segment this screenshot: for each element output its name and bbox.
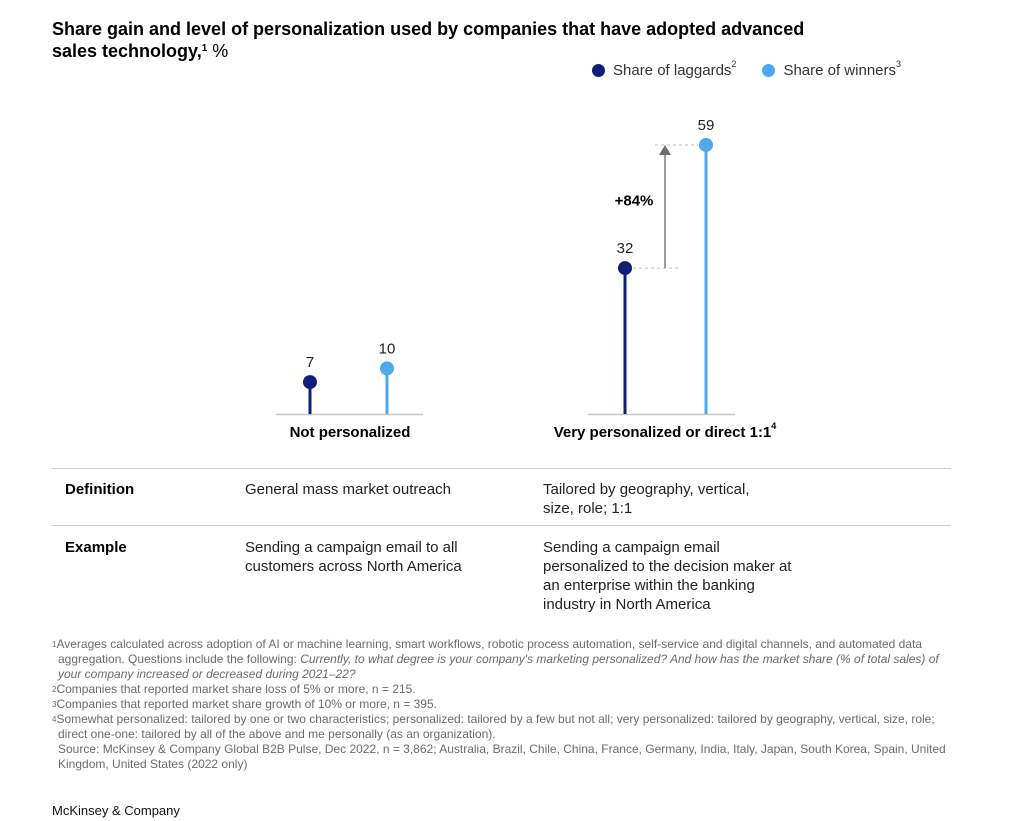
table-divider <box>52 468 951 469</box>
lollipop-chart: 7 10 32 59 +84% <box>276 117 735 416</box>
brand-logo-text: McKinsey & Company <box>52 803 180 818</box>
chart-title-text: Share gain and level of personalization … <box>52 19 805 61</box>
table-row-definition: Definition General mass market outreach … <box>52 469 951 525</box>
category-label-not-personalized: Not personalized <box>289 424 411 441</box>
lollipop-dot-laggards-1 <box>618 261 632 276</box>
footnotes: 1Averages calculated across adoption of … <box>52 637 952 772</box>
legend-label-winners: Share of winners3 <box>783 59 902 79</box>
data-label-laggards-1: 32 <box>617 240 634 257</box>
chart-legend: Share of laggards2 Share of winners3 <box>592 59 902 79</box>
row-label: Example <box>65 539 127 556</box>
chart-title: Share gain and level of personalization … <box>52 18 852 62</box>
lollipop-dot-winners-1 <box>699 137 713 152</box>
legend-item-winners: Share of winners3 <box>762 59 902 79</box>
row-cell-not-personalized: General mass market outreach <box>245 481 451 498</box>
data-label-winners-0: 10 <box>379 340 396 357</box>
source-note: Source: McKinsey & Company Global B2B Pu… <box>58 742 946 771</box>
legend-label-laggards: Share of laggards2 <box>613 59 737 79</box>
chart-title-footnote-ref: 1 <box>201 43 208 54</box>
footnote-3: 3Companies that reported market share gr… <box>52 697 437 711</box>
legend-dot-laggards-icon <box>592 64 605 77</box>
footnote-4: 4Somewhat personalized: tailored by one … <box>52 712 935 741</box>
definition-table: Definition General mass market outreach … <box>52 468 951 626</box>
lollipop-dot-laggards-0 <box>303 375 317 390</box>
footnote-2: 2Companies that reported market share lo… <box>52 682 416 696</box>
row-cell-very-personalized: Sending a campaign email personalized to… <box>543 539 792 613</box>
row-cell-not-personalized: Sending a campaign email to all customer… <box>245 539 462 575</box>
annotation-label: +84% <box>615 193 654 210</box>
footnote-1: 1Averages calculated across adoption of … <box>52 637 939 681</box>
data-label-laggards-0: 7 <box>306 354 314 371</box>
data-label-winners-1: 59 <box>698 117 715 134</box>
annotation-arrow-head-icon <box>659 144 671 155</box>
table-row-example: Example Sending a campaign email to all … <box>52 526 951 626</box>
chart-title-unit: % <box>212 41 229 61</box>
legend-item-laggards: Share of laggards2 <box>592 59 737 79</box>
lollipop-dot-winners-0 <box>380 361 394 376</box>
legend-dot-winners-icon <box>762 64 776 77</box>
row-cell-very-personalized: Tailored by geography, vertical, size, r… <box>543 481 750 517</box>
row-label: Definition <box>65 481 135 498</box>
table-divider <box>52 525 951 526</box>
category-label-very-personalized: Very personalized or direct 1:14 <box>553 421 777 441</box>
